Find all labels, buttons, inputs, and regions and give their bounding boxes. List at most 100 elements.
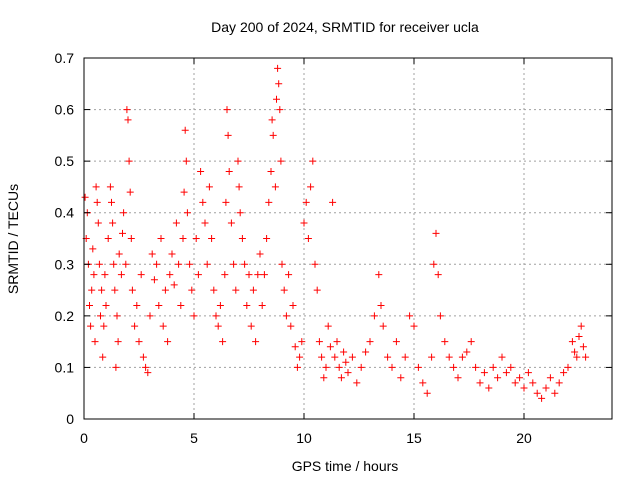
data-point: [571, 348, 579, 356]
data-point: [219, 338, 227, 346]
data-point: [263, 235, 271, 242]
data-point: [112, 363, 120, 371]
y-tick-label: 0.4: [55, 205, 75, 221]
data-point: [172, 219, 180, 227]
chart-title: Day 200 of 2024, SRMTID for receiver ucl…: [211, 19, 479, 35]
data-point: [348, 353, 356, 361]
data-point: [224, 131, 232, 139]
data-point: [170, 281, 178, 289]
x-axis-label: GPS time / hours: [292, 458, 399, 474]
data-point: [89, 245, 97, 253]
data-point: [128, 286, 136, 294]
data-point: [277, 157, 285, 165]
data-point: [186, 260, 194, 268]
data-point: [101, 271, 109, 279]
data-point: [235, 183, 243, 191]
data-point: [243, 302, 251, 310]
data-point: [289, 302, 297, 310]
data-point: [102, 302, 110, 310]
data-point: [127, 235, 135, 242]
data-point: [445, 353, 453, 361]
data-point: [199, 198, 207, 206]
data-point: [274, 64, 282, 72]
data-point: [542, 384, 550, 392]
y-tick-label: 0.6: [55, 102, 75, 118]
data-point: [546, 374, 554, 382]
data-point: [91, 338, 99, 346]
data-point: [520, 384, 528, 392]
data-point: [560, 369, 568, 377]
data-point: [392, 338, 400, 346]
data-point: [111, 286, 119, 294]
data-point: [467, 338, 475, 346]
data-point: [230, 260, 238, 268]
data-point: [293, 363, 301, 371]
data-point: [166, 271, 174, 279]
data-point: [131, 322, 139, 330]
data-point: [516, 374, 524, 382]
data-point: [342, 358, 350, 366]
data-point: [197, 167, 205, 175]
data-points: [81, 64, 590, 402]
data-point: [139, 353, 147, 361]
data-point: [555, 379, 563, 387]
data-point: [258, 302, 266, 310]
x-tick-label: 10: [296, 430, 312, 446]
data-point: [133, 302, 141, 310]
data-point: [157, 235, 165, 242]
data-point: [148, 250, 156, 258]
data-point: [379, 322, 387, 330]
x-tick-label: 0: [80, 430, 88, 446]
data-point: [311, 260, 319, 268]
x-tick-label: 15: [406, 430, 422, 446]
data-point: [340, 348, 348, 356]
data-point: [203, 260, 211, 268]
data-point: [175, 260, 183, 268]
data-point: [524, 369, 532, 377]
data-point: [498, 353, 506, 361]
data-point: [115, 250, 123, 258]
data-point: [269, 131, 277, 139]
data-point: [324, 322, 332, 330]
data-point: [331, 353, 339, 361]
data-point: [309, 157, 317, 165]
data-point: [494, 374, 502, 382]
data-point: [221, 271, 229, 279]
data-point: [110, 260, 118, 268]
data-point: [472, 363, 480, 371]
data-point: [296, 353, 304, 361]
y-tick-label: 0.3: [55, 256, 75, 272]
data-point: [538, 394, 546, 402]
data-point: [135, 338, 143, 346]
y-tick-label: 0.5: [55, 153, 75, 169]
y-tick-label: 0.2: [55, 308, 75, 324]
data-point: [252, 338, 260, 346]
data-point: [357, 363, 365, 371]
data-point: [384, 353, 392, 361]
data-point: [285, 271, 293, 279]
data-point: [388, 363, 396, 371]
data-point: [575, 332, 583, 340]
data-point: [489, 363, 497, 371]
data-point: [322, 363, 330, 371]
data-point: [142, 363, 150, 371]
data-point: [164, 338, 172, 346]
data-point: [307, 183, 315, 191]
data-point: [212, 312, 220, 320]
data-point: [573, 353, 581, 361]
data-point: [533, 389, 541, 397]
data-point: [92, 183, 100, 191]
data-point: [109, 219, 117, 227]
data-point: [117, 271, 125, 279]
data-point: [124, 116, 132, 124]
data-point: [362, 348, 370, 356]
y-tick-label: 0.1: [55, 359, 75, 375]
data-point: [122, 260, 130, 268]
data-point: [113, 312, 121, 320]
data-point: [436, 312, 444, 320]
data-point: [95, 260, 103, 268]
data-point: [419, 379, 427, 387]
data-point: [397, 374, 405, 382]
data-point: [454, 374, 462, 382]
